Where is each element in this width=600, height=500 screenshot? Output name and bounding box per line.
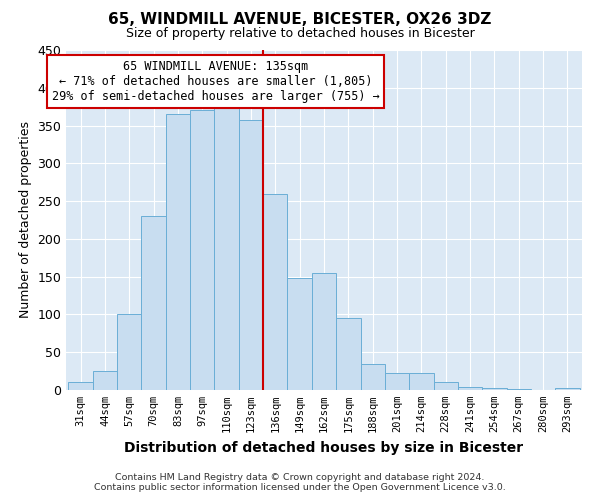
Bar [361,364,385,390]
Bar [93,371,117,390]
Text: 65, WINDMILL AVENUE, BICESTER, OX26 3DZ: 65, WINDMILL AVENUE, BICESTER, OX26 3DZ [109,12,491,28]
Bar [166,114,190,390]
Bar [409,374,434,390]
Bar [482,388,506,390]
Text: Size of property relative to detached houses in Bicester: Size of property relative to detached ho… [125,28,475,40]
Bar [555,388,580,390]
Bar [68,382,93,390]
Bar [117,314,142,390]
X-axis label: Distribution of detached houses by size in Bicester: Distribution of detached houses by size … [124,440,524,454]
Bar [214,108,239,390]
Bar [458,387,482,390]
Bar [287,278,312,390]
Bar [385,374,409,390]
Bar [239,120,263,390]
Y-axis label: Number of detached properties: Number of detached properties [19,122,32,318]
Bar [190,110,214,390]
Bar [506,389,531,390]
Bar [312,273,336,390]
Bar [434,382,458,390]
Text: Contains HM Land Registry data © Crown copyright and database right 2024.
Contai: Contains HM Land Registry data © Crown c… [94,473,506,492]
Bar [263,194,287,390]
Bar [142,216,166,390]
Text: 65 WINDMILL AVENUE: 135sqm
← 71% of detached houses are smaller (1,805)
29% of s: 65 WINDMILL AVENUE: 135sqm ← 71% of deta… [52,60,380,103]
Bar [336,318,361,390]
